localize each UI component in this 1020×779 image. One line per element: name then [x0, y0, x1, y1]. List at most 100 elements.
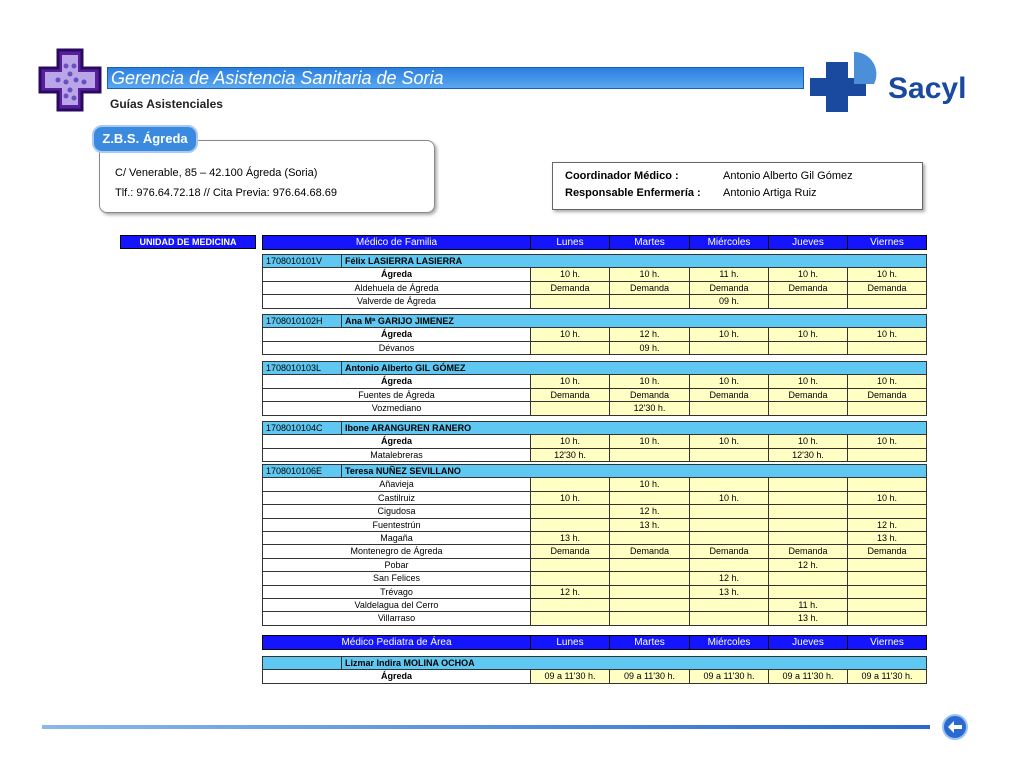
contact-name: Antonio Artiga Ruiz [723, 187, 817, 199]
schedule-cell: 10 h. [530, 267, 610, 282]
place: Vozmediano [262, 401, 531, 416]
schedule-cell: 13 h. [530, 531, 610, 546]
schedule-cell: 13 h. [609, 517, 690, 532]
place: Ágreda [262, 669, 531, 684]
column-header: Miércoles [689, 235, 769, 250]
schedule-cell: 09 a 11'30 h. [847, 669, 927, 684]
column-header: Miércoles [689, 635, 769, 650]
schedule-cell: 10 h. [847, 267, 927, 282]
schedule-cell [530, 611, 610, 626]
schedule-cell [689, 340, 769, 356]
schedule-cell: 10 h. [689, 327, 769, 342]
schedule-cell: 12'30 h. [609, 401, 690, 416]
schedule-cell [847, 584, 927, 599]
place: Cigudosa [262, 504, 531, 519]
column-header: Jueves [768, 635, 848, 650]
schedule-cell: 11 h. [768, 598, 848, 613]
schedule-cell [847, 340, 927, 356]
schedule-cell [609, 611, 690, 626]
place: Aldehuela de Ágreda [262, 280, 531, 296]
schedule-cell [847, 401, 927, 416]
schedule-cell [609, 447, 690, 463]
doctor-code [262, 656, 342, 671]
schedule-cell: 10 h. [768, 327, 848, 342]
schedule-cell [768, 294, 848, 309]
schedule-cell [689, 517, 769, 532]
schedule-cell [689, 598, 769, 613]
place: Ágreda [262, 374, 531, 389]
schedule-cell: Demanda [530, 280, 610, 296]
schedule-cell: Demanda [847, 387, 927, 403]
schedule-cell: 10 h. [847, 327, 927, 342]
column-header: Martes [609, 235, 690, 250]
schedule-cell [609, 557, 690, 573]
schedule-cell: 10 h. [768, 267, 848, 282]
schedule-cell [847, 611, 927, 626]
schedule-cell: Demanda [768, 280, 848, 296]
doctor-name: Félix LASIERRA LASIERRA [341, 254, 927, 269]
place: Añavieja [262, 477, 531, 492]
schedule-cell: 12 h. [609, 327, 690, 342]
schedule-cell: 10 h. [609, 267, 690, 282]
schedule-cell: Demanda [609, 280, 690, 296]
schedule-cell: 10 h. [847, 374, 927, 389]
schedule-cell [689, 611, 769, 626]
place: Ágreda [262, 434, 531, 449]
doctor-name: Ana Mª GARIJO JIMENEZ [341, 314, 927, 329]
schedule-cell [689, 477, 769, 492]
doctor-code: 1708010101V [262, 254, 342, 269]
schedule-cell: 09 h. [689, 294, 769, 309]
schedule-cell [609, 584, 690, 599]
column-header: Médico Pediatra de Área [262, 635, 531, 650]
schedule-cell [689, 504, 769, 519]
schedule-cell [530, 571, 610, 586]
schedule-cell: 10 h. [847, 434, 927, 449]
schedule-cell: 09 a 11'30 h. [530, 669, 610, 684]
back-button[interactable] [941, 713, 969, 741]
schedule-cell [768, 531, 848, 546]
title: Gerencia de Asistencia Sanitaria de Sori… [111, 68, 444, 88]
schedule-cell: 12 h. [609, 504, 690, 519]
schedule-cell: 13 h. [689, 584, 769, 599]
schedule-cell [530, 477, 610, 492]
place: Trévago [262, 584, 531, 599]
schedule-cell: 10 h. [689, 490, 769, 506]
title-bar [107, 67, 804, 89]
doctor-name: Teresa NUÑEZ SEVILLANO [341, 464, 927, 479]
schedule-cell: Demanda [768, 387, 848, 403]
contact-role: Responsable Enfermería : [565, 187, 701, 199]
schedule-cell: 12 h. [689, 571, 769, 586]
schedule-cell [530, 504, 610, 519]
schedule-cell: 13 h. [847, 531, 927, 546]
doctor-name: Lizmar Indira MOLINA OCHOA [341, 656, 927, 671]
place: Magaña [262, 531, 531, 546]
column-header: Viernes [847, 235, 927, 250]
schedule-cell [530, 294, 610, 309]
doctor-code: 1708010103L [262, 361, 342, 376]
schedule-cell: 12'30 h. [768, 447, 848, 463]
schedule-cell: Demanda [689, 280, 769, 296]
subtitle: Guías Asistenciales [110, 97, 223, 111]
schedule-cell [530, 557, 610, 573]
contact-name: Antonio Alberto Gil Gómez [723, 170, 853, 182]
address-line: C/ Venerable, 85 – 42.100 Ágreda (Soria) [115, 167, 318, 179]
schedule-cell [847, 571, 927, 586]
place: Valdelagua del Cerro [262, 598, 531, 613]
schedule-cell: 09 h. [609, 340, 690, 356]
schedule-cell: Demanda [689, 544, 769, 559]
schedule-cell: 13 h. [768, 611, 848, 626]
doctor-name: Ibone ARANGUREN RANERO [341, 421, 927, 436]
schedule-cell [768, 517, 848, 532]
schedule-cell [609, 490, 690, 506]
logo-text: Sacyl [888, 72, 966, 105]
place: Fuentestrún [262, 517, 531, 532]
doctor-code: 1708010104C [262, 421, 342, 436]
schedule-cell: 10 h. [847, 490, 927, 506]
contacts-box [552, 162, 923, 210]
schedule-cell [530, 340, 610, 356]
schedule-cell [609, 294, 690, 309]
schedule-cell [768, 401, 848, 416]
column-header: Martes [609, 635, 690, 650]
schedule-cell [847, 557, 927, 573]
